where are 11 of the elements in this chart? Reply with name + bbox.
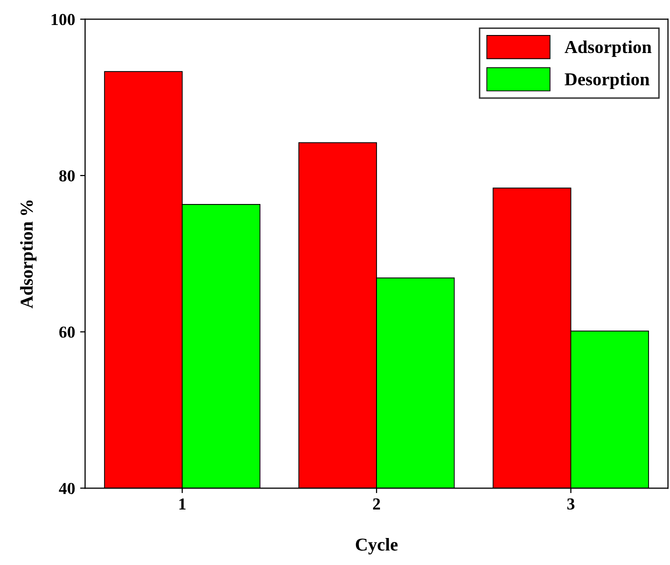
x-tick-label: 3 (567, 498, 574, 510)
legend-label: Desorption (564, 72, 650, 90)
y-tick-label: 100 (52, 14, 75, 26)
x-tick-label: 1 (179, 498, 186, 510)
y-tick-label: 80 (59, 170, 75, 182)
y-tick-label: 60 (59, 326, 75, 338)
y-axis-title: Adsorption % (20, 200, 36, 308)
x-axis-title: Cycle (356, 538, 398, 554)
x-tick-label: 2 (373, 498, 380, 510)
legend-label: Adsorption (564, 40, 652, 57)
y-tick-label: 40 (58, 482, 75, 494)
